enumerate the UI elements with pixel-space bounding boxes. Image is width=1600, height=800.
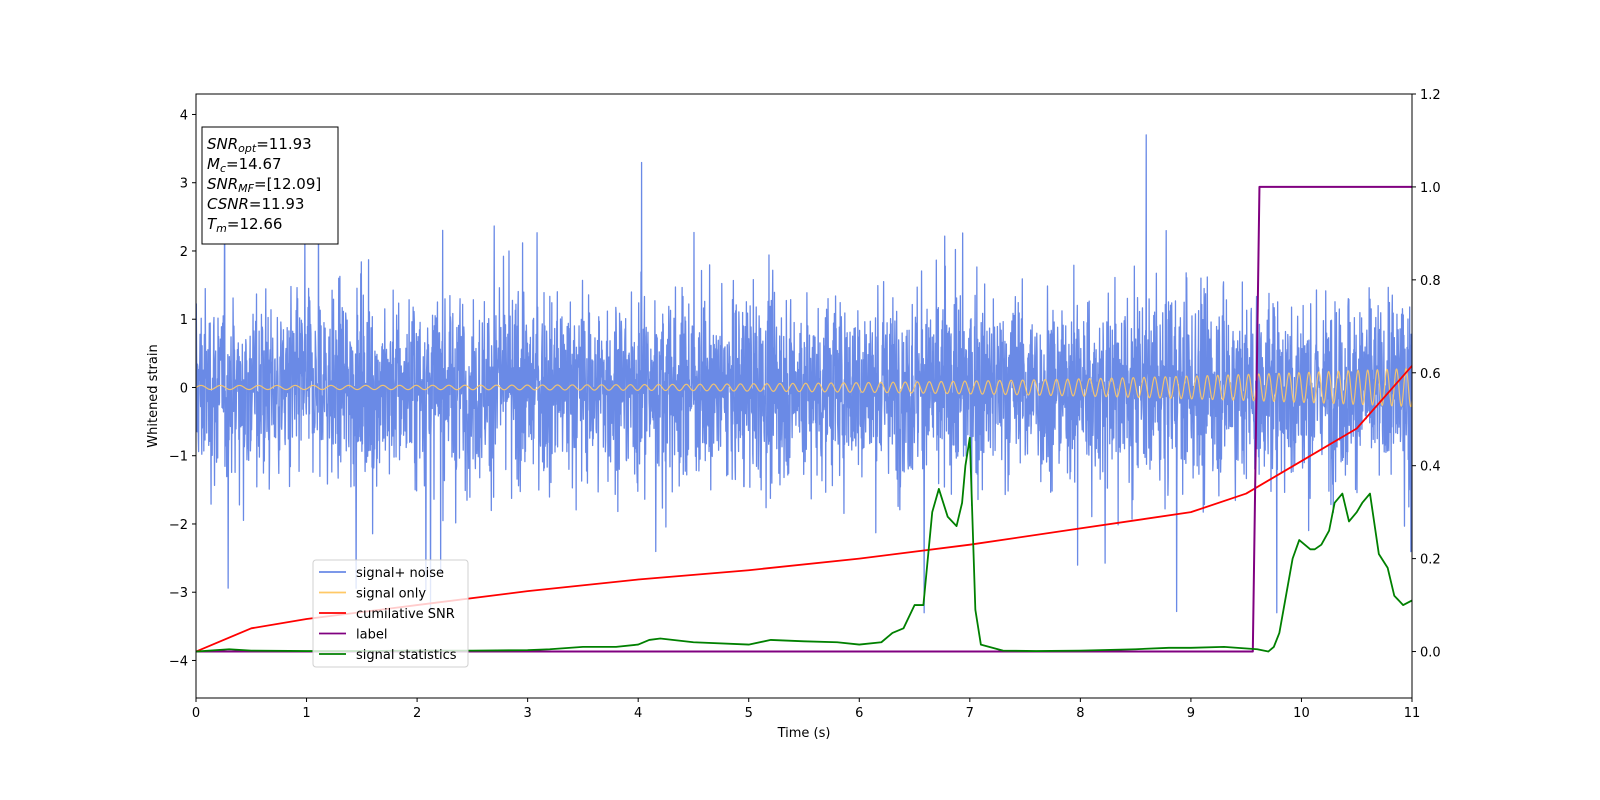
info-box-line: Mc=14.67 [207, 155, 282, 175]
y-right-tick-label: 0.6 [1420, 367, 1441, 382]
y-right-tick-label: 1.0 [1420, 181, 1441, 196]
y-left-tick-label: −2 [169, 518, 188, 533]
y-left-tick-label: −1 [169, 450, 188, 465]
x-axis: 0 1 2 3 4 5 6 7 8 9 10 11 [192, 698, 1420, 721]
axes-frame [195, 93, 1413, 699]
x-tick-label: 5 [745, 706, 753, 721]
x-tick-label: 7 [966, 706, 974, 721]
x-tick-label: 8 [1076, 706, 1084, 721]
info-box-line: Tm=12.66 [207, 215, 282, 235]
series-label [196, 185, 1412, 653]
y-right-tick-label: 0.0 [1420, 646, 1441, 661]
series-signal-only [196, 367, 1412, 408]
info-box-line: SNRopt=11.93 [207, 135, 312, 155]
y-axis-right: 0.0 0.2 0.4 0.6 0.8 1.0 1.2 [1412, 88, 1441, 661]
series-signal-plus-noise [196, 134, 1412, 614]
y-left-tick-label: −3 [169, 586, 188, 601]
y-right-tick-label: 0.4 [1420, 460, 1441, 475]
info-box-frame [201, 126, 339, 245]
legend-label: label [356, 628, 387, 643]
legend-label: signal+ noise [356, 566, 444, 581]
legend-label: label [319, 628, 387, 643]
legend-signal-only: signal only [319, 587, 426, 602]
x-axis-label: Time (s) [777, 726, 831, 741]
x-tick-label: 11 [1404, 706, 1421, 721]
y-right-tick-label: 0.8 [1420, 274, 1441, 289]
x-tick-label: 2 [413, 706, 421, 721]
series-signal-statistics [196, 436, 1412, 653]
y-left-tick-label: 0 [180, 381, 188, 396]
legend-signal-noise: signal+ noise [319, 566, 444, 581]
x-tick-label: 6 [855, 706, 863, 721]
legend-signal-statistics: signal statistics [319, 648, 457, 663]
x-tick-label: 10 [1293, 706, 1310, 721]
x-tick-label: 9 [1187, 706, 1195, 721]
info-box: SNRopt=11.93Mc=14.67SNRMF=[12.09]CSNR=11… [201, 126, 339, 245]
y-axis-left: −4 −3 −2 −1 0 1 2 3 4 [169, 108, 196, 669]
y-left-tick-label: 1 [180, 313, 188, 328]
y-left-tick-label: 4 [180, 108, 188, 123]
info-box-line: SNRMF=[12.09] [207, 175, 321, 195]
x-tick-label: 1 [302, 706, 310, 721]
legend-frame [312, 559, 469, 668]
legend-cumilative-snr: cumilative SNR [319, 607, 455, 622]
y-left-tick-label: −4 [169, 654, 188, 669]
x-tick-label: 3 [523, 706, 531, 721]
legend: signal+ noise signal only cumilative SNR la… [312, 559, 469, 668]
x-tick-label: 4 [634, 706, 642, 721]
y-right-tick-label: 1.2 [1420, 88, 1441, 103]
info-box-line: CSNR=11.93 [207, 195, 304, 213]
legend-label: signal statistics [356, 648, 457, 663]
y-right-tick-label: 0.2 [1420, 553, 1441, 568]
x-tick-label: 0 [192, 706, 200, 721]
legend-label: cumilative SNR [356, 607, 455, 622]
y-left-tick-label: 3 [180, 177, 188, 192]
y-left-tick-label: 2 [180, 245, 188, 260]
y-axis-label: Whitened strain [146, 344, 161, 447]
legend-label: signal only [356, 587, 426, 602]
